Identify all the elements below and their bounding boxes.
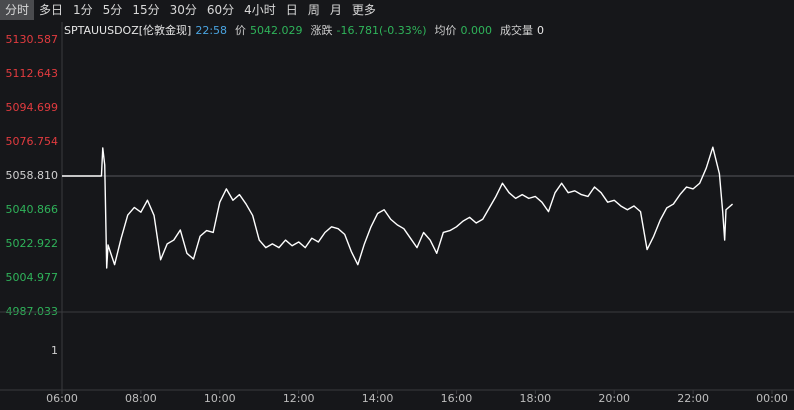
x-tick-label: 20:00	[598, 392, 630, 405]
info-value: -16.781(-0.33%)	[337, 24, 427, 37]
period-tab[interactable]: 30分	[169, 3, 197, 17]
info-label: 成交量	[500, 23, 533, 37]
period-tab[interactable]: 周	[307, 3, 320, 17]
info-value: 0	[537, 24, 544, 37]
volume-y-label: 1	[51, 344, 58, 357]
info-value: 0.000	[461, 24, 493, 37]
period-tab[interactable]: 1分	[73, 3, 93, 17]
period-tab[interactable]: 多日	[39, 3, 64, 17]
x-tick-label: 18:00	[519, 392, 551, 405]
period-tab[interactable]: 月	[329, 3, 342, 17]
info-label: 均价	[435, 24, 457, 37]
y-tick-label: 5004.977	[6, 271, 59, 284]
period-tab[interactable]: 15分	[132, 3, 160, 17]
x-tick-label: 22:00	[677, 392, 709, 405]
info-line: SPTAUUSDOZ[伦敦金现] 22:58 价 5042.029 涨跌 -16.781(…	[64, 23, 544, 37]
x-tick-label: 10:00	[204, 392, 236, 405]
y-tick-label: 5130.587	[6, 33, 59, 46]
y-tick-label: 5040.866	[6, 203, 59, 216]
y-tick-label: 5112.643	[6, 67, 59, 80]
y-tick-label: 5094.699	[6, 101, 59, 114]
y-tick-label: 5022.922	[6, 237, 59, 250]
y-tick-label: 5076.754	[6, 135, 59, 148]
period-tab[interactable]: 更多	[351, 3, 376, 17]
period-tab[interactable]: 日	[285, 3, 298, 17]
info-label: 涨跌	[311, 23, 333, 37]
x-tick-label: 08:00	[125, 392, 157, 405]
x-tick-label: 16:00	[441, 392, 473, 405]
price-line	[62, 146, 734, 269]
quote-time: 22:58	[195, 24, 227, 37]
x-tick-label: 12:00	[283, 392, 315, 405]
period-tab[interactable]: 60分	[206, 3, 235, 17]
info-label: 价	[235, 24, 246, 37]
x-tick-label: 00:00	[756, 392, 788, 405]
period-tabs: 分时 多日 1分 5分 15分 30分 60分 4小时日周月更多	[0, 0, 381, 20]
symbol: SPTAUUSDOZ[伦敦金现]	[64, 23, 191, 37]
info-value: 5042.029	[250, 24, 303, 37]
y-tick-label: 5058.810	[6, 169, 59, 182]
period-tab[interactable]: 分时	[0, 0, 35, 20]
x-tick-label: 14:00	[362, 392, 394, 405]
period-tab[interactable]: 5分	[102, 3, 123, 17]
period-tab[interactable]: 4小时	[244, 3, 276, 17]
x-tick-label: 06:00	[46, 392, 78, 405]
